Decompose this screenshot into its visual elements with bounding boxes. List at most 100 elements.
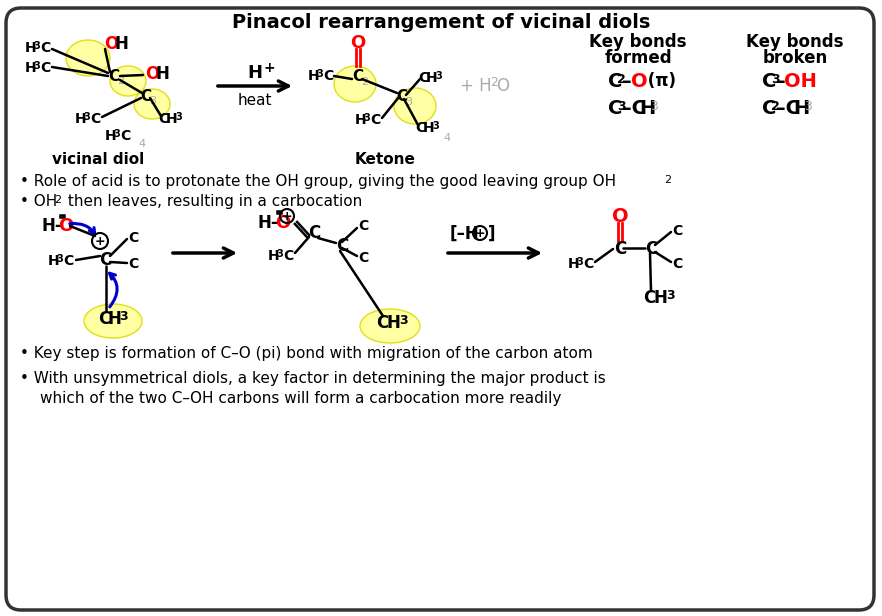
Text: 3: 3 — [175, 112, 182, 122]
Text: C: C — [108, 68, 119, 84]
Text: H: H — [25, 61, 37, 75]
Text: H: H — [426, 71, 437, 85]
Text: H: H — [308, 69, 319, 83]
Ellipse shape — [84, 304, 142, 338]
Ellipse shape — [334, 66, 376, 102]
Text: C: C — [762, 99, 776, 118]
Text: C: C — [283, 249, 293, 263]
Text: 3: 3 — [771, 73, 780, 86]
Text: broken: broken — [762, 49, 827, 67]
Text: 3: 3 — [650, 100, 658, 113]
Ellipse shape — [110, 66, 146, 96]
Text: C: C — [308, 224, 320, 242]
Text: 3: 3 — [119, 310, 128, 323]
Text: 3: 3 — [149, 96, 156, 106]
Text: C: C — [336, 237, 348, 255]
Text: + H: + H — [460, 77, 491, 95]
Text: –C: –C — [776, 99, 800, 118]
Text: [–H: [–H — [450, 225, 480, 243]
Text: 3: 3 — [56, 254, 63, 264]
Text: • Role of acid is to protonate the OH group, giving the good leaving group OH: • Role of acid is to protonate the OH gr… — [20, 174, 617, 188]
Text: H: H — [355, 113, 367, 127]
Text: +: + — [281, 209, 292, 222]
Text: C: C — [40, 61, 50, 75]
Text: H: H — [387, 314, 401, 332]
Text: C: C — [418, 71, 429, 85]
Text: C: C — [323, 69, 333, 83]
Text: OH: OH — [784, 71, 817, 91]
Text: 2: 2 — [664, 175, 671, 185]
Text: +: + — [475, 227, 485, 240]
Text: 4: 4 — [138, 139, 146, 149]
Text: C: C — [583, 257, 594, 271]
Text: H–: H– — [258, 214, 280, 232]
FancyBboxPatch shape — [6, 8, 874, 610]
Text: C: C — [645, 240, 657, 258]
Text: 2: 2 — [117, 76, 124, 86]
Text: H: H — [105, 129, 116, 143]
Text: 3: 3 — [666, 289, 675, 302]
Text: 2: 2 — [361, 77, 368, 87]
Text: C: C — [608, 71, 623, 91]
Text: C: C — [358, 219, 369, 233]
Ellipse shape — [360, 309, 420, 343]
Text: H–: H– — [42, 217, 64, 235]
Text: Pinacol rearrangement of vicinal diols: Pinacol rearrangement of vicinal diols — [232, 12, 650, 31]
Text: C: C — [608, 99, 623, 118]
Text: 3: 3 — [435, 71, 442, 81]
Text: vicinal diol: vicinal diol — [52, 152, 144, 166]
Text: C: C — [120, 129, 131, 143]
Text: H: H — [48, 254, 60, 268]
Text: C: C — [140, 89, 151, 103]
Text: O: O — [58, 217, 73, 235]
Text: H: H — [156, 65, 170, 83]
Text: which of the two C–OH carbons will form a carbocation more readily: which of the two C–OH carbons will form … — [40, 392, 561, 407]
Text: O: O — [612, 206, 628, 225]
Text: C: C — [376, 314, 388, 332]
Text: C: C — [358, 251, 369, 265]
Text: C: C — [415, 121, 425, 135]
Text: O: O — [496, 77, 509, 95]
Text: H: H — [108, 310, 122, 328]
Text: C: C — [90, 112, 101, 126]
Text: 3: 3 — [276, 249, 283, 259]
Text: 2: 2 — [617, 73, 625, 86]
Text: C: C — [98, 310, 110, 328]
Text: C: C — [672, 224, 683, 238]
Ellipse shape — [394, 88, 436, 124]
Text: formed: formed — [604, 49, 672, 67]
Text: Key bonds: Key bonds — [746, 33, 844, 51]
Text: 2: 2 — [54, 195, 61, 205]
Text: 3: 3 — [113, 129, 120, 139]
Ellipse shape — [134, 89, 170, 119]
Text: H: H — [25, 41, 37, 55]
Text: H: H — [75, 112, 86, 126]
Text: C: C — [128, 231, 138, 245]
Text: C: C — [352, 68, 363, 84]
Text: C: C — [158, 112, 168, 126]
Text: 3: 3 — [804, 100, 811, 113]
Text: 3: 3 — [83, 112, 90, 122]
Text: O: O — [104, 35, 118, 53]
Text: O: O — [145, 65, 160, 83]
Text: 3: 3 — [432, 121, 438, 131]
Text: H: H — [166, 112, 177, 126]
Text: • OH: • OH — [20, 193, 57, 208]
Text: H: H — [248, 64, 263, 82]
Text: O: O — [275, 214, 290, 232]
Text: 3: 3 — [316, 69, 323, 79]
Text: –C: –C — [622, 99, 646, 118]
Text: O: O — [350, 34, 366, 52]
Text: 3: 3 — [405, 97, 412, 107]
Text: H: H — [793, 99, 810, 118]
Text: 3: 3 — [33, 41, 40, 51]
Text: C: C — [614, 240, 626, 258]
Text: H: H — [423, 121, 435, 135]
Text: Ketone: Ketone — [355, 152, 415, 166]
Text: then leaves, resulting in a carbocation: then leaves, resulting in a carbocation — [63, 193, 363, 208]
Text: –: – — [776, 71, 786, 91]
Text: • With unsymmetrical diols, a key factor in determining the major product is: • With unsymmetrical diols, a key factor… — [20, 370, 606, 386]
Text: 3: 3 — [33, 61, 40, 71]
Text: C: C — [128, 257, 138, 271]
Text: C: C — [99, 251, 111, 269]
